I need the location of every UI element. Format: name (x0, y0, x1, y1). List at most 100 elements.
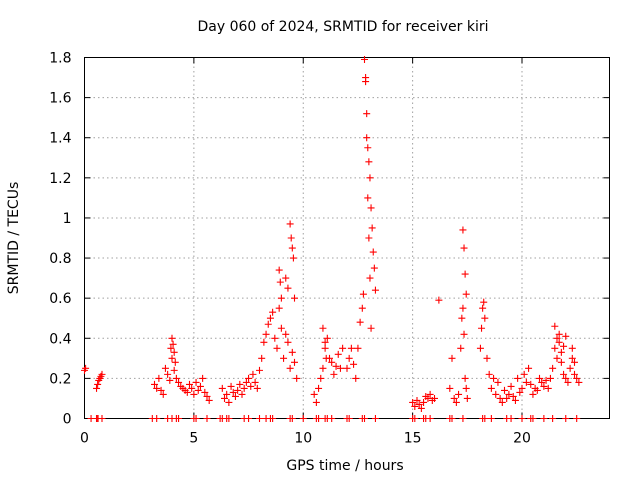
data-point (366, 274, 374, 282)
data-point (365, 234, 373, 242)
data-point (367, 324, 375, 332)
data-point (457, 344, 465, 352)
data-point (361, 56, 368, 64)
data-point (223, 390, 231, 398)
data-point (557, 358, 565, 366)
data-point (275, 304, 283, 312)
data-point (359, 290, 367, 298)
x-tick-label: 15 (404, 431, 422, 447)
data-point (564, 378, 572, 386)
data-point (435, 296, 443, 304)
data-point (553, 354, 561, 362)
data-point (481, 314, 489, 322)
data-point (203, 415, 211, 422)
data-point (527, 380, 535, 388)
data-point (273, 344, 281, 352)
data-point (284, 338, 292, 346)
data-point (363, 110, 371, 118)
data-point (476, 344, 484, 352)
data-point (514, 374, 522, 382)
data-point (203, 392, 211, 400)
data-point (371, 415, 379, 422)
data-point (310, 390, 318, 398)
data-point (575, 378, 583, 386)
data-point (293, 374, 301, 382)
data-point (350, 360, 358, 368)
data-point (249, 370, 257, 378)
data-point (287, 234, 295, 242)
data-point (175, 378, 183, 386)
data-point (264, 320, 272, 328)
data-point (317, 374, 325, 382)
data-point (571, 370, 578, 378)
data-point (461, 270, 469, 278)
data-point (345, 415, 353, 422)
data-point (461, 374, 469, 382)
data-point (334, 350, 342, 358)
data-point (450, 394, 458, 402)
data-point (168, 334, 176, 342)
data-point (343, 364, 351, 372)
data-point (291, 294, 298, 302)
data-point (175, 415, 183, 422)
data-point (256, 415, 263, 422)
grid (84, 57, 610, 419)
data-point (151, 380, 158, 388)
data-points (81, 56, 583, 422)
data-point (319, 364, 327, 372)
data-point (426, 415, 434, 422)
data-point (498, 398, 506, 406)
data-point (161, 364, 169, 372)
data-point (411, 415, 419, 422)
data-point (507, 415, 515, 422)
data-point (573, 374, 581, 382)
data-point (483, 354, 491, 362)
data-point (487, 415, 495, 422)
data-point (507, 382, 515, 390)
data-point (555, 330, 563, 338)
data-point (487, 384, 495, 392)
tick-labels: 0 0.2 0.4 0.6 0.8 1 1.2 1.4 1.6 1.8 0 5 10 15 20 (49, 51, 531, 447)
data-point (352, 374, 360, 382)
data-point (367, 204, 375, 212)
data-point (336, 364, 344, 372)
y-tick-label: 1.2 (49, 171, 71, 187)
data-point (568, 344, 576, 352)
data-point (183, 388, 191, 396)
data-point (415, 400, 423, 408)
data-point (459, 304, 467, 312)
data-point (231, 392, 239, 400)
data-point (277, 324, 285, 332)
data-point (332, 362, 340, 370)
data-point (159, 390, 167, 398)
data-point (538, 378, 546, 386)
data-point (315, 384, 323, 392)
x-tick-label: 20 (513, 431, 531, 447)
data-point (481, 415, 489, 422)
data-point (560, 370, 568, 378)
data-point (240, 384, 248, 392)
data-point (555, 338, 563, 346)
data-point (368, 224, 376, 232)
data-point (533, 386, 541, 394)
data-point (238, 390, 246, 398)
data-point (266, 314, 274, 322)
data-point (518, 384, 526, 392)
data-point (169, 340, 177, 348)
data-point (339, 344, 347, 352)
data-point (282, 274, 290, 282)
data-point (93, 384, 101, 392)
data-point (258, 354, 266, 362)
data-point (356, 318, 364, 326)
data-point (361, 415, 368, 422)
data-point (462, 384, 470, 392)
data-point (522, 378, 530, 386)
y-axis-label: SRMTID / TECUs (6, 182, 22, 295)
data-point (201, 388, 209, 396)
data-point (288, 244, 296, 252)
data-point (260, 338, 268, 346)
data-point (153, 384, 161, 392)
data-point (553, 334, 561, 342)
data-point (494, 378, 502, 386)
data-point (516, 388, 524, 396)
